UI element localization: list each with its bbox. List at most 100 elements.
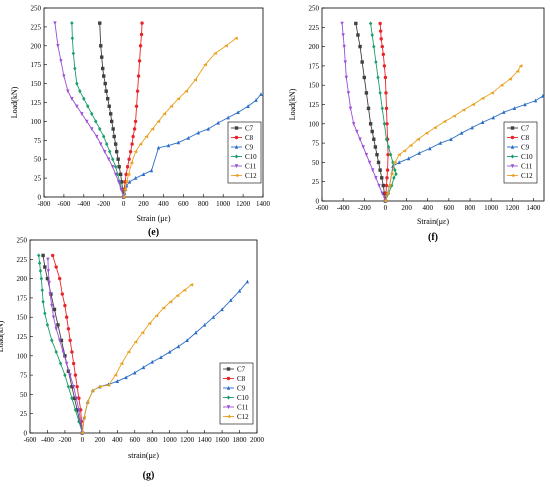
y-axis-label: Load(kN) [10,86,19,118]
data-point [186,135,191,140]
data-point [343,60,347,65]
data-point [194,330,198,335]
data-point [97,384,102,389]
data-point [382,121,387,126]
data-point [98,126,102,132]
data-point [133,149,138,154]
data-point [354,21,358,26]
y-tick-label: 250 [17,237,28,245]
data-point [175,293,180,298]
data-point [59,59,63,64]
series-line [81,284,192,434]
data-point [381,52,386,57]
data-point [80,431,85,435]
data-point [346,91,351,96]
legend-label: C11 [521,163,533,171]
data-point [71,51,76,56]
data-point [48,292,52,297]
data-point [133,340,138,344]
y-tick-label: 225 [17,256,28,264]
legend-marker [234,135,239,140]
y-tick-label: 250 [309,5,320,13]
data-point [389,152,393,157]
y-tick-label: 200 [31,42,42,50]
x-tick-label: 200 [138,200,149,208]
data-point [72,396,77,400]
data-point [236,110,240,115]
data-point [378,168,382,172]
data-point [102,74,106,78]
data-point [220,307,224,312]
data-point [373,145,378,149]
legend-marker [234,144,239,149]
data-point [86,104,90,109]
y-tick-label: 125 [31,99,42,107]
legend-marker [234,173,239,178]
data-point [37,261,42,266]
legend-marker [510,135,515,140]
data-point [381,183,386,188]
data-point [216,120,220,125]
data-point [64,315,69,319]
data-point [80,112,84,116]
data-point [127,157,131,161]
data-point [106,97,110,101]
data-point [384,183,389,188]
y-tick-label: 175 [17,294,28,302]
data-point [226,115,230,120]
data-point [71,384,76,389]
data-point [77,419,81,424]
x-tick-label: 1800 [233,436,248,444]
data-point [63,303,67,308]
y-tick-label: 200 [17,275,28,283]
data-point [149,168,154,173]
y-tick-label: 150 [17,314,28,322]
data-point [90,111,94,116]
y-axis-label: Load(kN) [288,88,297,120]
data-point [140,21,144,25]
data-point [102,134,106,139]
x-tick-label: 600 [444,204,455,212]
data-point [176,344,181,349]
data-point [115,379,120,383]
x-tick-label: 1000 [484,204,499,212]
data-point [58,361,63,366]
x-axis-label: Strain (με) [136,214,170,223]
y-tick-label: 0 [24,430,28,438]
data-point [162,112,167,116]
data-point [138,142,143,146]
legend-marker [510,144,515,149]
data-point [103,81,107,86]
data-point [61,350,65,355]
data-point [393,168,397,173]
y-tick-label: 225 [309,24,320,32]
data-point [70,36,75,41]
legend-label: C7 [245,125,254,133]
data-point [384,137,389,142]
data-point [117,165,121,169]
x-tick-label: 800 [147,436,158,444]
data-point [107,157,111,162]
legend-label: C8 [237,375,246,383]
data-point [70,350,74,354]
data-point [385,122,389,126]
data-point [130,142,134,146]
data-point [105,141,109,147]
legend-label: C8 [521,134,530,142]
data-point [213,51,217,56]
data-point [138,44,143,48]
x-tick-label: 1000 [216,200,231,208]
data-point [167,349,172,354]
data-point [515,69,520,74]
data-point [361,145,365,150]
panel-f: -600 -400 -200 0 200 400 600 800 1000 1200 1400 0 25… [288,5,545,243]
data-point [176,140,181,145]
data-point [43,265,47,269]
data-point [56,44,60,48]
data-point [502,110,506,114]
x-tick-label: -400 [41,436,54,444]
legend-label: C12 [245,172,257,180]
x-tick-label: -400 [337,204,350,212]
data-point [66,327,71,331]
